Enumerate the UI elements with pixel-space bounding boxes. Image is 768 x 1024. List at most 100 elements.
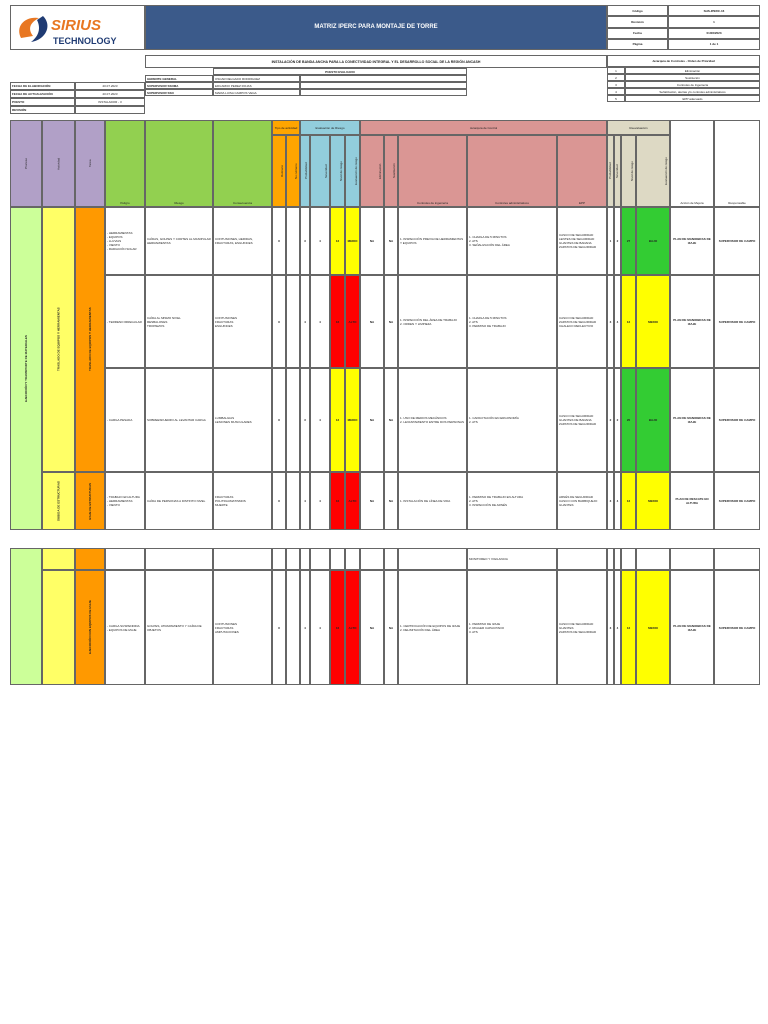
cell-eliminacion: NA — [360, 207, 384, 275]
info-value: OSCAR DELGADO RODRIGUEZ — [213, 75, 300, 82]
cell-re-s: 4 — [614, 472, 621, 530]
meta-label: Revisión — [607, 16, 668, 28]
cell-nivel: ALTO — [345, 570, 360, 685]
cell-p: 4 — [300, 275, 310, 368]
info-label: GERENTE GENERAL — [145, 75, 213, 82]
cell-sustitucion — [384, 548, 398, 570]
cell-peligro: - CARGA SUSPENDIDA - EQUIPOS DE IZAJE — [105, 570, 145, 685]
info-value — [75, 106, 145, 114]
cell-re-nr: 27 — [621, 207, 636, 275]
hierarchy-item: Señalización, alertas y/o controles admi… — [625, 88, 760, 95]
info-value: 20.07.2023 — [75, 82, 145, 90]
col-header: Nivel de riesgo — [330, 135, 345, 207]
col-header: Controles administrativos — [467, 135, 557, 207]
cell-s: 4 — [310, 472, 330, 530]
info-empty — [300, 89, 467, 96]
info-label: SUPERVISOR SSOMA — [145, 82, 213, 89]
col-header: Tarea — [75, 120, 105, 207]
col-header: Eliminación — [360, 135, 384, 207]
cell-re-nr — [621, 548, 636, 570]
cell-ingenieria — [398, 548, 467, 570]
meta-label: Fecha — [607, 27, 668, 39]
cell-re-nivel: BAJO — [636, 368, 670, 472]
hierarchy-num: 1 — [607, 67, 625, 74]
cell-re-nr: 20 — [621, 368, 636, 472]
cell-nivel: MEDIO — [345, 207, 360, 275]
cell-nr: 12 — [330, 207, 345, 275]
cell-re-nivel: MEDIO — [636, 275, 670, 368]
info-value: 20.07.2023 — [75, 90, 145, 98]
cell-epp: CASCO DE SEGURIDAD LENTES DE SEGURIDAD G… — [557, 207, 607, 275]
cell-s — [310, 548, 330, 570]
cell-responsable: SUPERVISOR DE CAMPO — [714, 368, 760, 472]
cell-s: 4 — [310, 275, 330, 368]
cell-nr: 16 — [330, 570, 345, 685]
cell-accion: PLAN DE MANIOBRAS DE IZAJE — [670, 275, 714, 368]
group-header: Jerarquía de Control — [360, 120, 607, 135]
cell-nr: 16 — [330, 275, 345, 368]
cell-p: 3 — [300, 207, 310, 275]
actividad — [42, 570, 75, 685]
cell-administrativo: MONITOREO Y VIGILANCIA — [467, 548, 557, 570]
cell-nivel: MEDIO — [345, 368, 360, 472]
cell-eliminacion: NA — [360, 472, 384, 530]
cell-consecuencia: CONTUSIONES, HERIDAS, FRACTURAS, ESGUINC… — [213, 207, 272, 275]
meta-value: 1 de 1 — [668, 38, 760, 50]
cell-accion: PLAN DE MANIOBRAS DE IZAJE — [670, 368, 714, 472]
col-header: Responsable — [714, 120, 760, 207]
cell-p — [300, 548, 310, 570]
cell-accion: PLAN DE MANIOBRAS DE IZAJE — [670, 570, 714, 685]
cell-accion: PLAN DE RESCATE EN ALTURA — [670, 472, 714, 530]
cell-re-nivel: MEDIO — [636, 472, 670, 530]
cell-epp: CASCO DE SEGURIDAD GUANTES DE BADANA ZAP… — [557, 368, 607, 472]
cell-re-s: 2 — [614, 368, 621, 472]
info-empty — [300, 75, 467, 82]
hierarchy-num: 2 — [607, 74, 625, 81]
meta-label: Código — [607, 5, 668, 17]
cell-nivel — [345, 548, 360, 570]
cell-sustitucion: NA — [384, 207, 398, 275]
cell-epp — [557, 548, 607, 570]
meta-value: SHS-IPERC-16 — [668, 5, 760, 17]
logo-brand: SIRIUS — [51, 17, 101, 34]
cell-re-s: 2 — [614, 207, 621, 275]
info-value: EDUARDO PEREZ ROJAS — [213, 82, 300, 89]
actividad — [42, 548, 75, 570]
proceso — [10, 548, 42, 685]
col-header: Probabilidad — [607, 135, 614, 207]
cell-rutinario: X — [272, 570, 286, 685]
tarea: IZAJE DE ESTRUCTURAS — [75, 472, 105, 530]
cell-consecuencia: CONTUSIONES FRACTURAS AMPUTACIONES — [213, 570, 272, 685]
proceso: EJECUCIÓN Y TRANSPORTE DE MATERIALES — [10, 207, 42, 530]
doc-title: MATRIZ IPERC PARA MONTAJE DE TORRE — [145, 5, 607, 50]
cell-responsable: SUPERVISOR DE CAMPO — [714, 472, 760, 530]
cell-no-rutinario — [286, 368, 300, 472]
tarea: EJECUCIÓN CON EQUIPOS DE IZAJE — [75, 570, 105, 685]
cell-re-p: 2 — [607, 368, 614, 472]
project-subtitle: PUESTO EVALUADO — [213, 68, 467, 75]
col-header: Consecuencia — [213, 120, 272, 207]
cell-ingenieria: 1. USO DE MEDIOS MECÁNICOS 2. LEVANTAMIE… — [398, 368, 467, 472]
cell-epp: CASCO DE SEGURIDAD ZAPATOS DE SEGURIDAD … — [557, 275, 607, 368]
info-label: SUPERVISOR SSO — [145, 89, 213, 96]
cell-re-p: 1 — [607, 207, 614, 275]
cell-p: 3 — [300, 368, 310, 472]
cell-nivel: ALTO — [345, 275, 360, 368]
cell-re-p — [607, 548, 614, 570]
info-label: REVISIÓN — [10, 106, 75, 114]
cell-peligro: - CARGA PESADA — [105, 368, 145, 472]
col-header: Nivel de riesgo — [621, 135, 636, 207]
cell-ingenieria: 1. CERTIFICACIÓN DE EQUIPOS DE IZAJE 2. … — [398, 570, 467, 685]
cell-re-s — [614, 548, 621, 570]
cell-administrativo: 1. CAPACITACIÓN EN ERGONOMÍA 2. ATS — [467, 368, 557, 472]
cell-sustitucion: NA — [384, 368, 398, 472]
cell-eliminacion: NA — [360, 275, 384, 368]
hierarchy-num: 4 — [607, 88, 625, 95]
col-header: Acción de Mejora — [670, 120, 714, 207]
cell-riesgo: CAÍDAS, GOLPES Y CORTES AL MANIPULAR HER… — [145, 207, 213, 275]
cell-re-s: 4 — [614, 570, 621, 685]
meta-value: 1 — [668, 16, 760, 28]
cell-epp: CASCO DE SEGURIDAD GUANTES ZAPATOS DE SE… — [557, 570, 607, 685]
cell-rutinario: X — [272, 472, 286, 530]
